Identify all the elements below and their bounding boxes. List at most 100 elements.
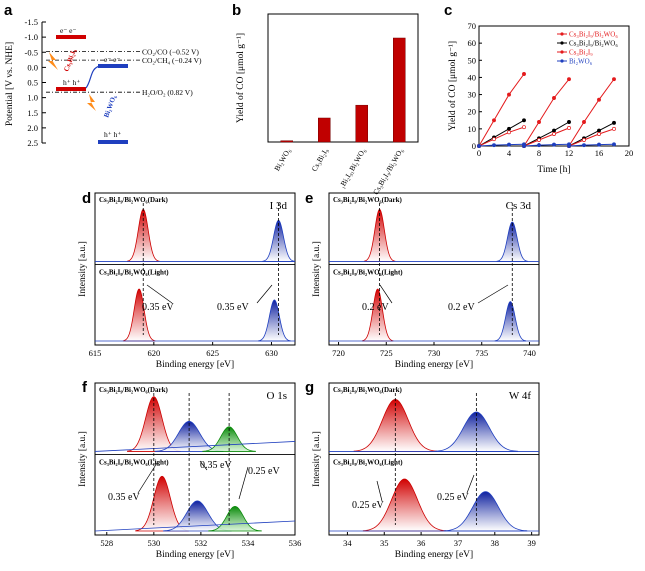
panel-e-xps-cs3d: Intensity [a.u.] Binding energy [eV] 720 72… [312,192,540,370]
xps-peak [496,221,528,262]
xps-shift-pointer [379,284,393,304]
xps-shift-label: 0.2 eV [448,302,475,313]
panel-c-series-line [523,127,570,147]
panel-b-bar [280,140,293,143]
panel-c-series-line [568,122,615,147]
panel-c-point [507,92,511,97]
panel-c-point [552,96,556,100]
panel-c-ytick-label: 30 [468,90,477,100]
panel-c-point [597,132,601,136]
xps-peak [362,478,447,532]
panel-c-point [582,120,586,124]
xps-xtick-label: 620 [147,348,160,358]
panel-c-point [537,120,541,124]
xps-shift-label: 0.25 eV [352,500,384,511]
xps-light-label: Cs₃Bi₂I₉/Bi₂WO₆(Light) [99,458,169,466]
panel-a-band-diagram: -1.5 -1.0 -0.5 0.0 0.5 1.0 1.5 2.0 2.5 Potential… [5,17,202,148]
panel-c-point [522,72,526,76]
xps-peak [258,299,291,342]
hole-label: h⁺ h⁺ [63,78,80,87]
xps-ylabel: Intensity [a.u.] [312,431,322,487]
panel-c-xtick-label: 8 [537,148,541,158]
panel-c-point [597,142,601,147]
xps-frame [94,192,296,346]
panel-c-point [612,120,616,125]
panel-c-series-line [568,128,615,147]
panel-c-series-line [478,73,525,147]
panel-a-ytick-label: 1.5 [27,108,38,118]
xps-light-label: Cs₃Bi₂I₉/Bi₂WO₆(Light) [333,458,403,466]
panel-c-point [552,132,556,136]
xps-ylabel: Intensity [a.u.] [312,241,322,297]
panel-b-bar [318,117,331,143]
panel-c-point [507,142,511,147]
panel-a-ytick-label: 2.5 [27,138,38,148]
panel-a-ytick-label: -1.5 [25,17,38,27]
panel-c-point [597,97,601,102]
panel-c-point [582,143,586,148]
panel-b-category-label: ₁Bi₂I₉₁Bi₂WO₆ [337,146,367,190]
panel-a-ytick-label: -0.5 [25,47,38,57]
panel-c-point [537,138,541,142]
xps-frame [94,382,296,536]
panel-c-ytick-label: 40 [468,72,477,82]
panel-g-xps-w4f: Intensity [a.u.] Binding energy [eV] 34 35 3… [312,382,540,560]
xps-peak [434,411,519,452]
cs3bi2i9-vb-bar [56,87,86,91]
xps-xtick-label: 536 [289,538,302,548]
panel-b-bar [355,104,368,143]
light-bolt-icon [48,52,58,70]
panel-c-xlabel: Time [h] [537,165,570,175]
panel-c-line-chart: Yield of CO [μmol g⁻¹] Time [h] 0 4 8 12 16 2… [447,21,633,175]
panel-a-redox-label: H₂O/O₂ (0.82 V) [142,88,193,97]
xps-xtick-label: 720 [332,348,345,358]
xps-shift-pointer [199,460,208,471]
cs3bi2i9-cb-bar [56,35,86,39]
xps-xtick-label: 534 [242,538,256,548]
xps-shift-label: 0.2 eV [362,302,389,313]
panel-c-xtick-label: 20 [625,148,634,158]
light-bolt-icon [87,94,96,111]
xps-xtick-label: 740 [523,348,536,358]
panel-c-xtick-label: 12 [565,148,574,158]
panel-c-series-line [568,78,615,147]
xps-xtick-label: 735 [475,348,488,358]
panel-c-point [507,126,511,131]
panel-c-point [597,128,601,133]
panel-a-ytick-label: -1.0 [25,32,38,42]
xps-xlabel: Binding energy [eV] [395,360,473,370]
xps-dark-label: Cs₃Bi₂I₉/Bi₂WO₆(Dark) [99,196,169,204]
bi2wo6-vb-bar [98,140,128,144]
xps-core-label: Cs 3d [506,200,532,212]
panel-label-b: b [232,2,241,19]
panel-b-frame [267,13,419,143]
panel-a-ytick-label: 2.0 [27,123,38,133]
panel-b-bar-chart: Yield of CO [μmol g⁻¹] Bi₂WO₆ Cs₃Bi₂I₉ ₁Bi… [235,13,419,196]
panel-label-e: e [305,190,313,207]
panel-c-point [522,144,526,148]
panel-c-point [552,128,556,133]
xps-xtick-label: 36 [417,538,426,548]
xps-xtick-label: 528 [100,538,113,548]
xps-dark-label: Cs₃Bi₂I₉/Bi₂WO₆(Dark) [99,386,169,394]
panel-a-redox-label: CO₂/CH₄ (−0.24 V) [142,56,202,65]
panel-c-legend-label: Cs₃Bi₂I₉/Bi₂WO₆ [569,31,618,39]
panel-c-series-line [523,143,570,147]
panel-label-a: a [4,2,13,19]
panel-c-point [507,130,511,135]
xps-light-label: Cs₃Bi₂I₉/Bi₂WO₆(Light) [99,268,169,276]
panel-f-xps-o1s: Intensity [a.u.] Binding energy [eV] 528 53… [78,382,302,560]
panel-c-point [567,77,571,82]
panel-c-xtick-label: 4 [507,148,512,158]
panel-c-series-line [523,121,570,147]
xps-shift-pointer [477,284,509,304]
xps-shift-pointer [466,474,475,494]
panel-c-point [612,142,616,147]
xps-shift-pointer [256,284,273,304]
panel-c-series-line [478,143,525,147]
panel-c-point [567,120,571,124]
electron-label: e⁻ e⁻ [104,55,120,64]
xps-shift-pointer [137,462,158,494]
xps-core-label: W 4f [509,390,531,402]
